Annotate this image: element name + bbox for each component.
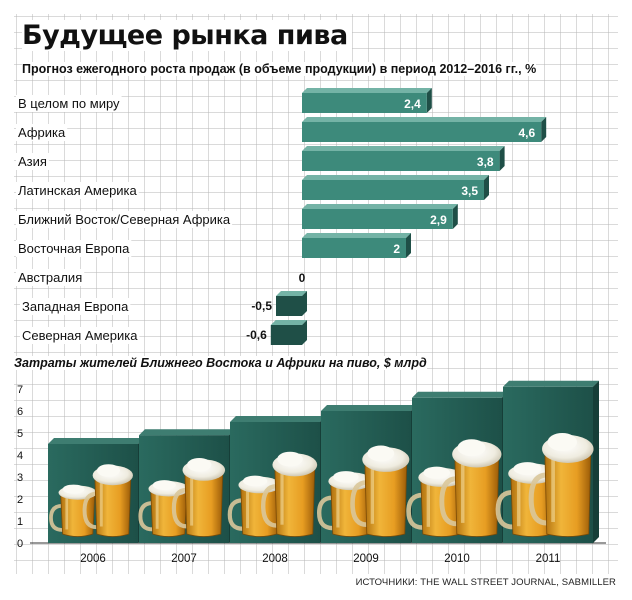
bar-side-face xyxy=(302,320,307,345)
category-label-backdrop xyxy=(16,240,132,257)
column-top-face xyxy=(48,438,144,444)
page-title: Будущее рынка пива xyxy=(22,20,352,51)
bar-side-face xyxy=(426,88,432,113)
value-label: -0,5 xyxy=(251,299,272,313)
category-label: Северная Америка xyxy=(22,328,138,343)
category-label-backdrop xyxy=(16,182,139,199)
bar-side-face xyxy=(302,291,307,316)
category-label: Азия xyxy=(18,154,47,169)
x-tick-label: 2011 xyxy=(536,553,561,565)
x-tick-label: 2006 xyxy=(80,553,106,565)
category-label: В целом по миру xyxy=(18,96,120,111)
category-label: Африка xyxy=(18,125,66,140)
beer-mug-icon xyxy=(406,466,466,537)
x-tick-label: 2008 xyxy=(262,553,288,565)
category-label: Восточная Европа xyxy=(18,241,130,256)
beer-mug-icon xyxy=(82,464,133,537)
beer-mug-icon xyxy=(49,484,97,537)
category-label-backdrop xyxy=(16,211,233,228)
bar xyxy=(276,296,302,316)
beer-mug-icon xyxy=(171,457,226,537)
bar-top-face xyxy=(302,204,458,209)
column-top-face xyxy=(503,380,599,387)
category-label-backdrop xyxy=(16,269,85,286)
column-side-face xyxy=(593,380,599,543)
beer-mug-icon xyxy=(439,439,502,537)
bar xyxy=(302,122,542,142)
bar-top-face xyxy=(302,117,547,122)
value-label: 2,9 xyxy=(430,213,447,227)
bar xyxy=(302,209,453,229)
category-label: Латинская Америка xyxy=(18,183,138,198)
bar xyxy=(302,93,427,113)
category-label-backdrop xyxy=(16,95,122,112)
category-label: Ближний Восток/Северная Африка xyxy=(18,212,231,227)
bar-side-face xyxy=(541,117,547,142)
bar-side-face xyxy=(406,233,411,258)
bar-side-face xyxy=(484,175,489,200)
y-tick-label: 4 xyxy=(17,450,23,462)
bar-top-face xyxy=(302,88,432,93)
value-label: -0,6 xyxy=(246,328,267,342)
x-tick-label: 2007 xyxy=(171,553,197,565)
bar-top-face xyxy=(270,320,307,325)
column-top-face xyxy=(139,429,235,436)
bar-top-face xyxy=(302,175,489,180)
value-label: 2,4 xyxy=(404,97,421,111)
value-label: 0 xyxy=(299,271,306,285)
x-tick-label: 2010 xyxy=(444,553,470,565)
beer-mug-icon xyxy=(528,433,594,537)
category-label-backdrop xyxy=(20,298,131,315)
bar xyxy=(302,238,406,258)
bar xyxy=(270,325,302,345)
source-note: ИСТОЧНИКИ: THE WALL STREET JOURNAL, SABM… xyxy=(355,577,616,588)
category-label: Австралия xyxy=(18,270,82,285)
beer-mug-icon xyxy=(260,451,318,537)
spending-bar-chart: 0 1 2 3 4 5 6 7 2006 2007 2008 2009 2010 2011 xyxy=(17,380,606,565)
y-tick-label: 1 xyxy=(17,516,23,528)
bar xyxy=(302,151,500,171)
page-subtitle: Прогноз ежегодного роста продаж (в объем… xyxy=(22,62,537,76)
y-tick-label: 3 xyxy=(17,472,23,484)
value-label: 2 xyxy=(393,242,400,256)
beer-mug-icon xyxy=(350,445,410,537)
category-label-backdrop xyxy=(16,153,49,170)
category-label: Западная Европа xyxy=(22,299,129,314)
bar-top-face xyxy=(276,291,307,296)
column-top-face xyxy=(230,416,326,422)
column-top-face xyxy=(412,391,508,398)
category-label-backdrop xyxy=(20,327,140,344)
y-tick-label: 0 xyxy=(17,538,23,550)
bar-side-face xyxy=(452,204,458,229)
column-top-face xyxy=(321,405,417,411)
bar xyxy=(302,180,484,200)
bar-top-face xyxy=(302,233,411,238)
value-label: 3,8 xyxy=(477,155,494,169)
value-label: 3,5 xyxy=(461,184,478,198)
bar-top-face xyxy=(302,146,505,151)
bar-side-face xyxy=(499,146,505,171)
category-label-backdrop xyxy=(16,124,68,141)
spending-chart-title: Затраты жителей Ближнего Востока и Африк… xyxy=(14,356,427,370)
y-tick-label: 6 xyxy=(17,406,23,418)
growth-bar-chart: В целом по миру 2,4 Африка 4,6 Азия 3,8 Латинс… xyxy=(16,88,547,345)
y-tick-label: 2 xyxy=(17,494,23,506)
x-tick-label: 2009 xyxy=(353,553,379,565)
value-label: 4,6 xyxy=(519,126,536,140)
y-tick-label: 5 xyxy=(17,428,23,440)
y-tick-label: 7 xyxy=(17,384,23,396)
